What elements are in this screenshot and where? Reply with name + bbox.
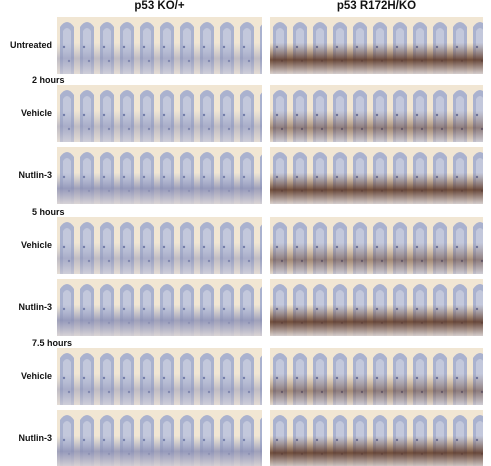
micrograph: [57, 147, 262, 204]
time-label: 2 hours: [32, 75, 65, 85]
column-header: p53 R172H/KO: [336, 0, 417, 12]
row-label: Nutlin-3: [18, 432, 53, 443]
row-label: Vehicle: [20, 239, 52, 250]
micrograph: [270, 410, 483, 466]
micrograph: [57, 410, 262, 466]
row-label: Nutlin-3: [18, 301, 53, 312]
micrograph: [270, 348, 483, 405]
column-header: p53 KO/+: [134, 0, 185, 12]
micrograph: [57, 17, 262, 74]
row-label: Vehicle: [20, 107, 52, 118]
micrograph: [270, 147, 483, 204]
micrograph: [57, 217, 262, 274]
micrograph: [270, 85, 483, 142]
row-label: Untreated: [9, 39, 52, 50]
row-label: Vehicle: [20, 370, 52, 381]
micrograph: [270, 17, 483, 74]
micrograph: [57, 348, 262, 405]
time-label: 5 hours: [32, 207, 65, 217]
micrograph: [270, 279, 483, 336]
micrograph: [57, 279, 262, 336]
time-label: 7.5 hours: [32, 338, 73, 348]
micrograph: [57, 85, 262, 142]
row-label: Nutlin-3: [18, 169, 53, 180]
micrograph: [270, 217, 483, 274]
